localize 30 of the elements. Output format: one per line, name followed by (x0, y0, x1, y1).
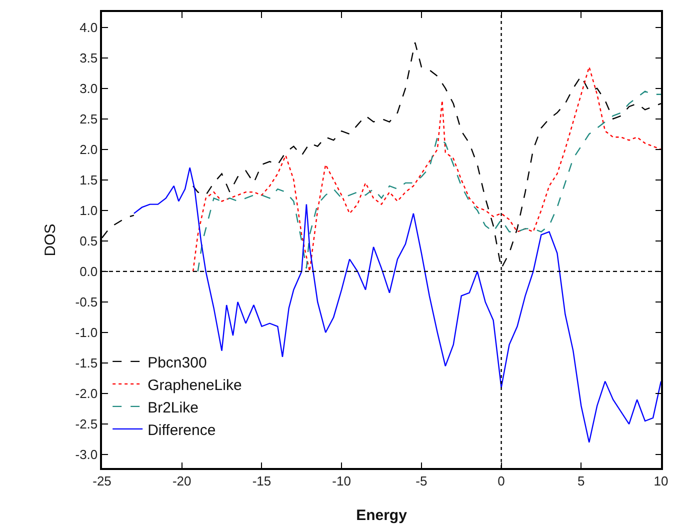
y-tick-label: 3.0 (80, 80, 98, 96)
y-tick-label: -2.5 (75, 416, 98, 432)
y-tick-label: 0.0 (80, 264, 98, 279)
x-tick-label: -25 (92, 473, 112, 488)
x-tick-label: -5 (416, 473, 428, 488)
x-tick-label: -10 (332, 473, 351, 488)
y-tick-label: 4.0 (80, 20, 98, 35)
legend-label: Difference (148, 422, 216, 439)
y-tick-label: -0.5 (75, 294, 98, 310)
legend-label: Pbcn300 (148, 354, 207, 372)
y-tick-label: 3.5 (80, 50, 98, 66)
y-tick-label: 2.5 (80, 111, 98, 126)
x-axis-title: Energy (356, 506, 408, 524)
y-tick-label: -2.0 (75, 386, 98, 402)
x-tick-label: 10 (654, 473, 668, 488)
y-tick-label: 1.5 (80, 172, 98, 188)
x-tick-label: 5 (578, 473, 585, 488)
y-tick-label: 1.0 (80, 202, 98, 218)
line-series (133, 167, 661, 443)
y-tick-label: -1.5 (75, 356, 98, 371)
legend-label: GrapheneLike (148, 376, 242, 394)
y-tick-label: 2.0 (80, 142, 98, 157)
y-tick-label: -3.0 (75, 447, 98, 462)
y-tick-label: 0.5 (80, 233, 98, 248)
y-tick-label: -1.0 (75, 325, 98, 340)
y-axis-title: DOS (42, 224, 59, 256)
x-tick-label: -15 (252, 473, 272, 488)
x-tick-label: 0 (498, 473, 505, 488)
legend-label: Br2Like (148, 399, 198, 416)
x-tick-label: -20 (172, 473, 192, 488)
